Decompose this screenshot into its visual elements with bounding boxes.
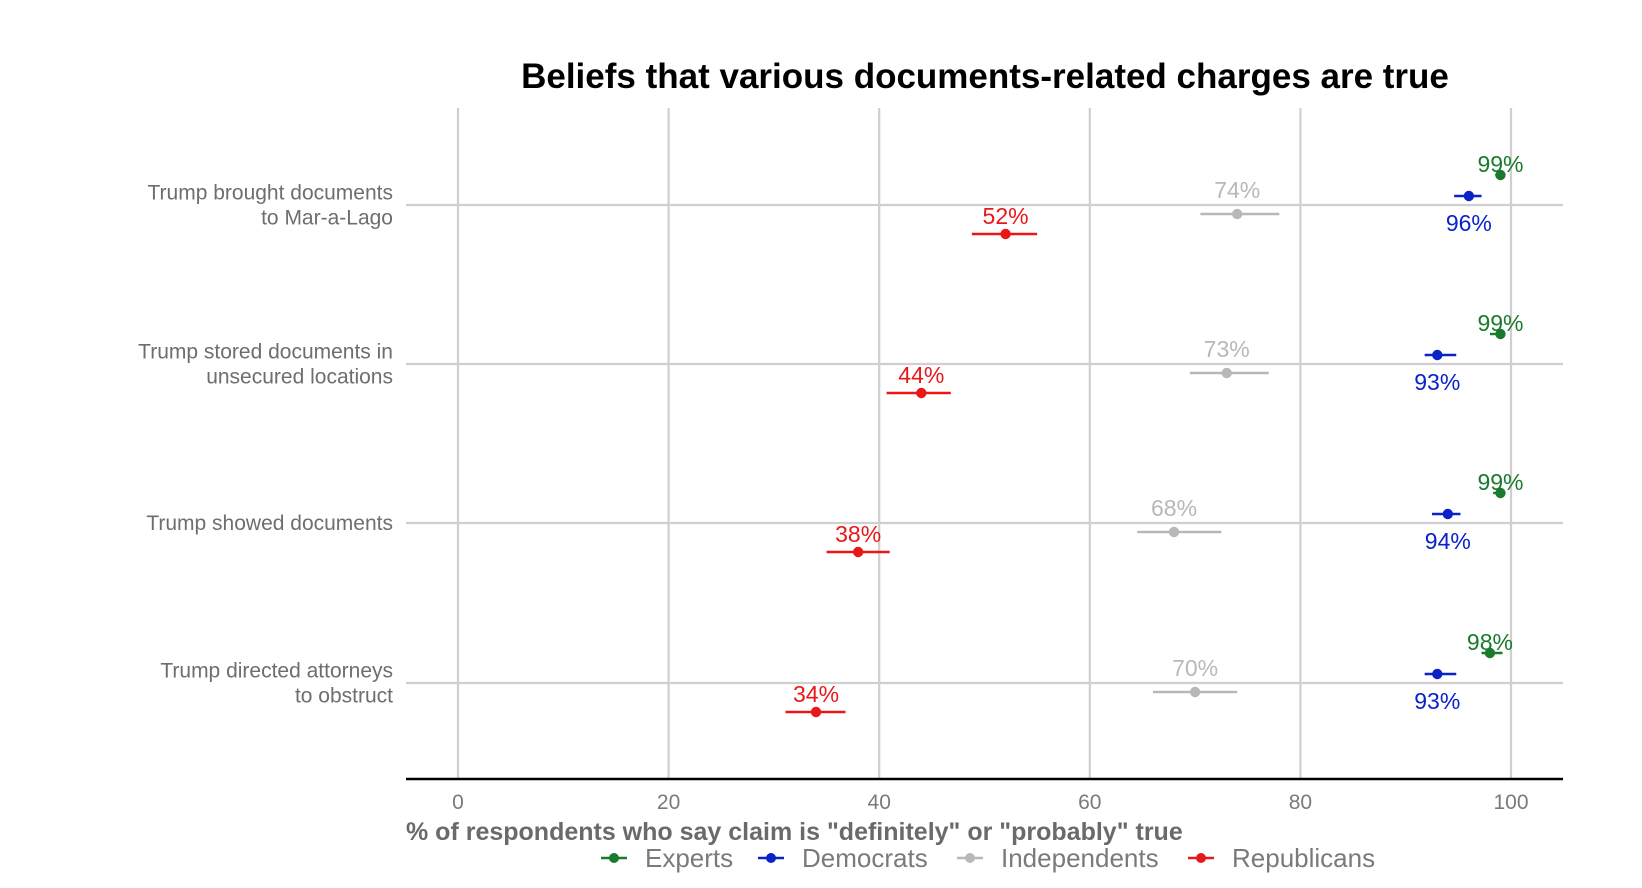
data-point-independents [1221,367,1232,379]
category-label: Trump showed documents [146,512,393,535]
x-tick-label: 0 [452,791,464,814]
data-label-democrats: 93% [1414,688,1460,714]
category-label: Trump stored documents in [138,341,393,364]
chart-title: Beliefs that various documents-related c… [521,57,1449,96]
legend-key-dot [1196,853,1206,863]
data-label-independents: 68% [1151,495,1197,521]
data-label-republicans: 52% [983,203,1029,229]
category-label: Trump brought documents [147,182,393,205]
data-label-republicans: 38% [835,521,881,547]
data-label-democrats: 93% [1414,369,1460,395]
data-point-experts [1484,647,1496,659]
data-point-republicans [1000,228,1011,240]
data-label-experts: 99% [1477,151,1523,177]
data-point-independents [1189,686,1201,698]
legend-label-experts: Experts [645,843,733,873]
data-label-republicans: 34% [793,681,839,707]
data-label-democrats: 94% [1425,528,1471,554]
x-axis-ticks: 0 20 40 60 80 100 [452,791,1528,814]
legend-label-republicans: Republicans [1232,843,1375,873]
data-label-independents: 74% [1214,177,1260,203]
data-label-independents: 73% [1204,336,1250,362]
data-point-democrats [1432,349,1443,361]
legend-key-dot [609,853,619,863]
data-point-independents [1232,208,1243,220]
x-tick-label: 80 [1289,791,1312,814]
data-point-republicans [916,387,927,399]
data-label-democrats: 96% [1446,210,1492,236]
legend: Experts Democrats Independents Republicans [601,843,1375,873]
category-label: to obstruct [295,685,393,708]
data-label-republicans: 44% [898,362,944,388]
data-label-experts: 99% [1477,310,1523,336]
grid [406,108,1563,779]
legend-key-dot [965,853,975,863]
category-label: to Mar-a-Lago [261,207,393,230]
data-point-experts [1495,487,1506,499]
category-label: unsecured locations [206,366,393,389]
category-label: Trump directed attorneys [160,660,393,683]
data-point-experts [1495,169,1506,181]
data-point-republicans [852,546,864,558]
legend-label-democrats: Democrats [802,843,928,873]
data-label-independents: 70% [1172,655,1218,681]
legend-label-independents: Independents [1001,843,1159,873]
data-point-independents [1168,526,1180,538]
data-label-experts: 99% [1477,469,1523,495]
legend-key-dot [766,853,776,863]
x-axis-title: % of respondents who say claim is "defin… [406,818,1183,846]
x-tick-label: 20 [657,791,680,814]
data-label-experts: 98% [1467,629,1513,655]
x-tick-label: 100 [1493,791,1528,814]
x-tick-label: 40 [868,791,891,814]
data-marks: 99% 99% 99% 98% 96% 93% 94% 93% 74% 73% 68% 70% 52% 4… [785,151,1523,718]
x-tick-label: 60 [1078,791,1101,814]
data-point-democrats [1442,508,1454,520]
data-point-democrats [1432,668,1443,680]
data-point-republicans [810,706,822,718]
data-point-experts [1495,328,1506,340]
data-point-democrats [1463,190,1475,202]
